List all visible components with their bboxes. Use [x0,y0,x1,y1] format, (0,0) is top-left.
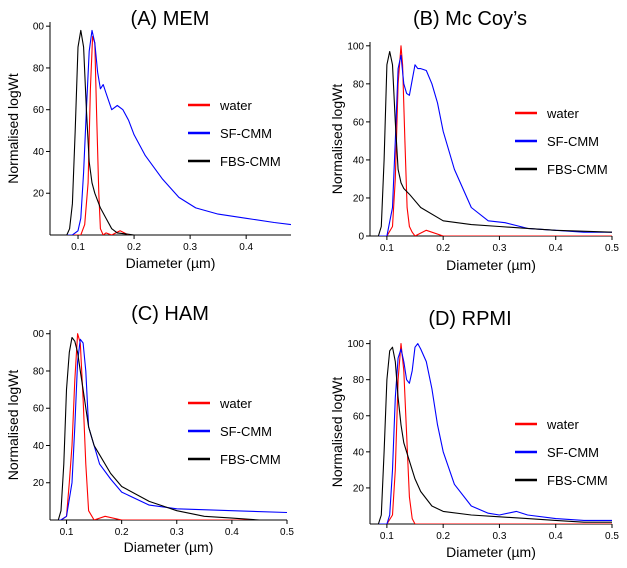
x-axis-label: Diameter (µm) [124,539,214,555]
y-axis-label: Normalised logWt [329,377,345,488]
chart-title: (C) HAM [131,303,209,325]
y-tick-label: 40 [33,147,45,158]
x-tick-label: 0.3 [492,243,506,254]
y-tick-label: 40 [33,441,45,452]
legend-label: FBS-CMM [547,162,608,177]
legend-label: SF-CMM [547,134,599,149]
x-tick-label: 0.1 [380,531,394,542]
legend-label: FBS-CMM [547,473,608,488]
legend: water SF-CMM FBS-CMM [188,98,281,169]
x-tick-label: 0.1 [60,527,74,538]
x-tick-label: 0.3 [183,242,197,253]
x-axis-label: Diameter (µm) [446,544,536,560]
x-tick-label: 0.4 [549,243,563,254]
y-tick-label: 20 [353,483,365,494]
y-axis-label: Normalised logWt [5,73,21,184]
series-line-fbs-cmm [50,29,291,235]
x-axis-label: Diameter (µm) [446,257,536,273]
chart-panel-1: (B) Mc Coy’s 0.1 0.2 0.3 0.4 0.5 0 20 40 60 80 100 D… [329,8,619,273]
legend: water SF-CMM FBS-CMM [188,396,281,467]
x-tick-label: 0.4 [225,527,239,538]
x-tick-label: 0.5 [280,527,294,538]
chart-panel-0: (A) MEM 0.1 0.2 0.3 0.4 20 40 60 80 00 Diameter (µ… [5,8,291,271]
chart-title: (B) Mc Coy’s [413,8,527,30]
x-tick-label: 0.1 [71,242,85,253]
chart-panel-2: (C) HAM 0.1 0.2 0.3 0.4 0.5 20 40 60 80 00 Diameter… [5,303,294,555]
y-tick-label: 100 [347,339,364,350]
legend-label: SF-CMM [220,424,272,439]
y-axis-label: Normalised logWt [5,370,21,481]
x-tick-label: 0.4 [549,531,563,542]
legend: water SF-CMM FBS-CMM [515,106,608,177]
legend-label: FBS-CMM [220,452,281,467]
series-line-fbs-cmm [370,346,612,524]
legend-label: water [546,106,579,121]
y-tick-label: 60 [353,411,365,422]
legend: water SF-CMM FBS-CMM [515,417,608,488]
y-tick-label: 100 [347,41,364,52]
y-tick-label: 80 [33,63,45,74]
series-line-water [370,45,612,236]
y-axis-label: Normalised logWt [329,84,345,195]
x-tick-label: 0.5 [605,243,619,254]
series-line-sf-cmm [50,29,291,235]
x-tick-label: 0.4 [239,242,253,253]
series-line-fbs-cmm [50,336,287,520]
y-tick-label: 60 [33,404,45,415]
series-line-fbs-cmm [370,50,612,236]
legend-label: water [219,396,252,411]
x-tick-label: 0.5 [605,531,619,542]
series-line-water [370,343,612,524]
x-tick-label: 0.3 [170,527,184,538]
x-tick-label: 0.2 [115,527,129,538]
series-line-water [50,36,291,235]
y-tick-label: 0 [358,232,364,243]
x-tick-label: 0.2 [436,243,450,254]
y-tick-label: 80 [353,79,365,90]
legend-label: SF-CMM [220,126,272,141]
chart-title: (D) RPMI [428,308,511,330]
series-line-sf-cmm [370,343,612,524]
chart-panel-3: (D) RPMI 0.1 0.2 0.3 0.4 0.5 20 40 60 80 100 Diamet… [329,308,619,560]
y-tick-label: 80 [33,366,45,377]
x-tick-label: 0.2 [127,242,141,253]
legend-label: FBS-CMM [220,154,281,169]
y-tick-label: 60 [33,105,45,116]
y-tick-label: 60 [353,117,365,128]
y-tick-label: 40 [353,447,365,458]
y-tick-label: 00 [33,22,45,33]
y-tick-label: 00 [33,329,45,340]
legend-label: SF-CMM [547,445,599,460]
chart-title: (A) MEM [131,8,210,30]
y-tick-label: 20 [33,189,45,200]
x-tick-label: 0.1 [380,243,394,254]
x-tick-label: 0.3 [492,531,506,542]
legend-label: water [546,417,579,432]
y-tick-label: 40 [353,155,365,166]
y-tick-label: 80 [353,375,365,386]
y-tick-label: 20 [353,193,365,204]
x-tick-label: 0.2 [436,531,450,542]
y-tick-label: 20 [33,478,45,489]
legend-label: water [219,98,252,113]
x-axis-label: Diameter (µm) [126,255,216,271]
series-line-sf-cmm [370,54,612,236]
